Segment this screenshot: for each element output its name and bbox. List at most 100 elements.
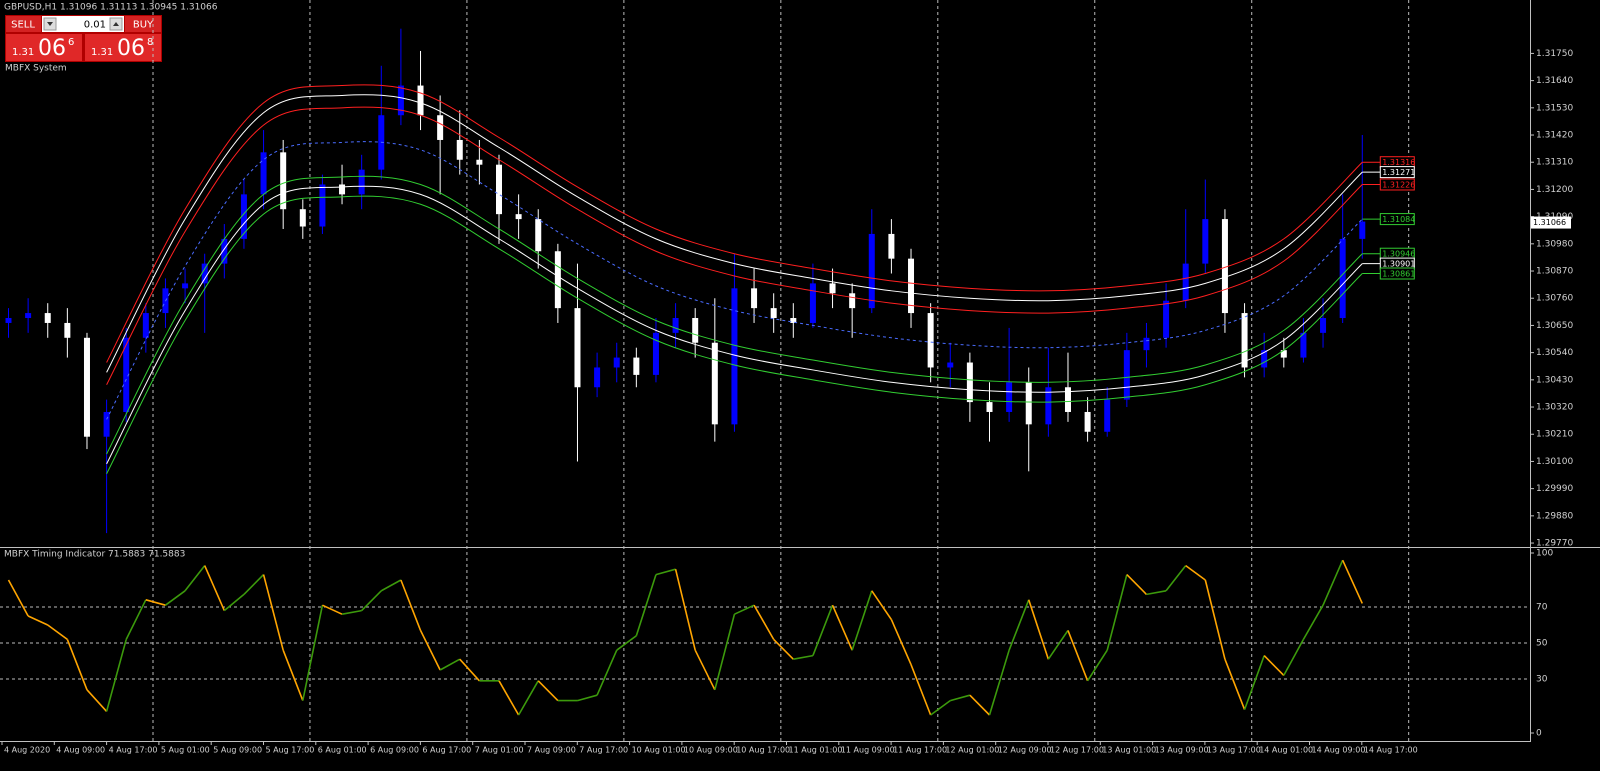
candle-body [5, 318, 12, 323]
indicator-segment [1322, 559, 1344, 606]
time-label: 13 Aug 09:00 [1155, 746, 1209, 755]
time-label: 13 Aug 17:00 [1207, 746, 1261, 755]
indicator-segment [950, 694, 971, 702]
indicator-tick-label: 100 [1536, 549, 1553, 559]
indicator-segment [616, 635, 637, 651]
candle-body [633, 357, 640, 375]
indicator-segment [1146, 590, 1167, 596]
time-label: 14 Aug 17:00 [1364, 746, 1418, 755]
candle-body [1123, 350, 1130, 400]
indicator-segment [734, 604, 755, 615]
candle-body [1045, 387, 1052, 425]
indicator-tick-label: 30 [1536, 675, 1548, 685]
candle-body [240, 194, 247, 239]
price-tick-label: 1.31750 [1536, 49, 1573, 59]
trade-panel: SELL 0.01 BUY 1.31 06 6 1.31 06 8 [5, 15, 162, 62]
candle-body [437, 115, 444, 140]
candle-body [1320, 318, 1327, 333]
candle-body [1182, 263, 1189, 301]
sell-price-box[interactable] [6, 34, 82, 61]
candle-body [829, 283, 836, 294]
indicator-segment [812, 604, 834, 656]
price-tick-label: 1.30980 [1536, 239, 1573, 249]
time-label: 14 Aug 09:00 [1312, 746, 1366, 755]
indicator-segment [164, 590, 186, 606]
candle-body [535, 219, 542, 252]
candle-body [751, 288, 758, 309]
lot-value[interactable]: 0.01 [84, 20, 106, 31]
candle-body [1006, 382, 1013, 412]
indicator-segment [890, 619, 912, 665]
candle-body [770, 308, 777, 319]
candle-body [496, 164, 502, 215]
time-label: 10 Aug 01:00 [632, 746, 686, 755]
sell-button[interactable] [6, 16, 41, 32]
time-label: 11 Aug 09:00 [841, 746, 895, 755]
sell-label[interactable]: SELL [11, 20, 35, 31]
price-tick-label: 1.31640 [1536, 76, 1573, 86]
buy-price-pips: 06 [117, 36, 145, 61]
time-label: 7 Aug 17:00 [579, 746, 628, 755]
indicator-segment [400, 579, 422, 631]
indicator-segment [7, 579, 29, 617]
indicator-segment [577, 694, 598, 702]
candle-body [947, 362, 954, 368]
candle-body [652, 332, 659, 375]
indicator-segment [27, 615, 49, 626]
lot-input[interactable] [42, 16, 124, 32]
price-tick-label: 1.30760 [1536, 294, 1573, 304]
candle-body [986, 402, 993, 412]
indicator-segment [223, 593, 245, 612]
candle-body [417, 85, 424, 116]
indicator-segment [1185, 564, 1206, 581]
indicator-segment [1008, 599, 1030, 651]
indicator-segment [537, 680, 559, 702]
price-tick-label: 1.30870 [1536, 267, 1573, 277]
candle-body [1241, 313, 1248, 368]
time-label: 7 Aug 01:00 [475, 746, 524, 755]
indicator-segment [674, 569, 696, 651]
indicator-segment [1263, 655, 1285, 676]
candle-body [888, 233, 895, 259]
time-label: 4 Aug 2020 [4, 746, 50, 755]
indicator-segment [1302, 604, 1324, 640]
candle-body [790, 318, 797, 323]
candle-body [456, 139, 463, 160]
time-label: 6 Aug 01:00 [318, 746, 367, 755]
indicator-segment [498, 680, 520, 716]
band-line [106, 94, 1363, 373]
price-tick-label: 1.31200 [1536, 185, 1573, 195]
buy-label[interactable]: BUY [133, 20, 154, 31]
indicator-title: MBFX Timing Indicator 71.5883 71.5883 [4, 550, 185, 560]
indicator-segment [1283, 639, 1305, 676]
candle-body [299, 209, 306, 227]
indicator-segment [86, 689, 108, 712]
time-label: 11 Aug 17:00 [893, 746, 947, 755]
indicator-tick-label: 0 [1536, 729, 1542, 739]
candle-body [731, 288, 738, 425]
indicator-name: MBFX System [5, 64, 67, 74]
indicator-segment [714, 613, 736, 691]
sell-price-fraction: 6 [68, 37, 74, 48]
time-label: 4 Aug 09:00 [56, 746, 105, 755]
price-tick-label: 1.31420 [1536, 131, 1573, 141]
candle-body [201, 263, 208, 284]
indicator-segment [243, 574, 265, 595]
indicator-segment [361, 590, 382, 612]
candle-body [1143, 337, 1150, 351]
price-tick-label: 1.31530 [1536, 103, 1573, 113]
time-label: 11 Aug 01:00 [789, 746, 843, 755]
candle-body [1280, 350, 1287, 358]
candle-body [1064, 387, 1071, 412]
buy-button[interactable] [125, 16, 161, 32]
indicator-segment [282, 649, 304, 701]
price-tick-label: 1.30210 [1536, 430, 1573, 440]
buy-price-box[interactable] [85, 34, 161, 61]
indicator-tick-label: 50 [1536, 639, 1548, 649]
indicator-segment [773, 638, 794, 660]
sell-price-big: 1.31 [12, 47, 34, 58]
indicator-segment [1106, 574, 1128, 651]
time-label: 5 Aug 09:00 [213, 746, 262, 755]
band-tag-label: 1.30946 [1382, 250, 1415, 259]
price-tick-label: 1.30430 [1536, 375, 1573, 385]
